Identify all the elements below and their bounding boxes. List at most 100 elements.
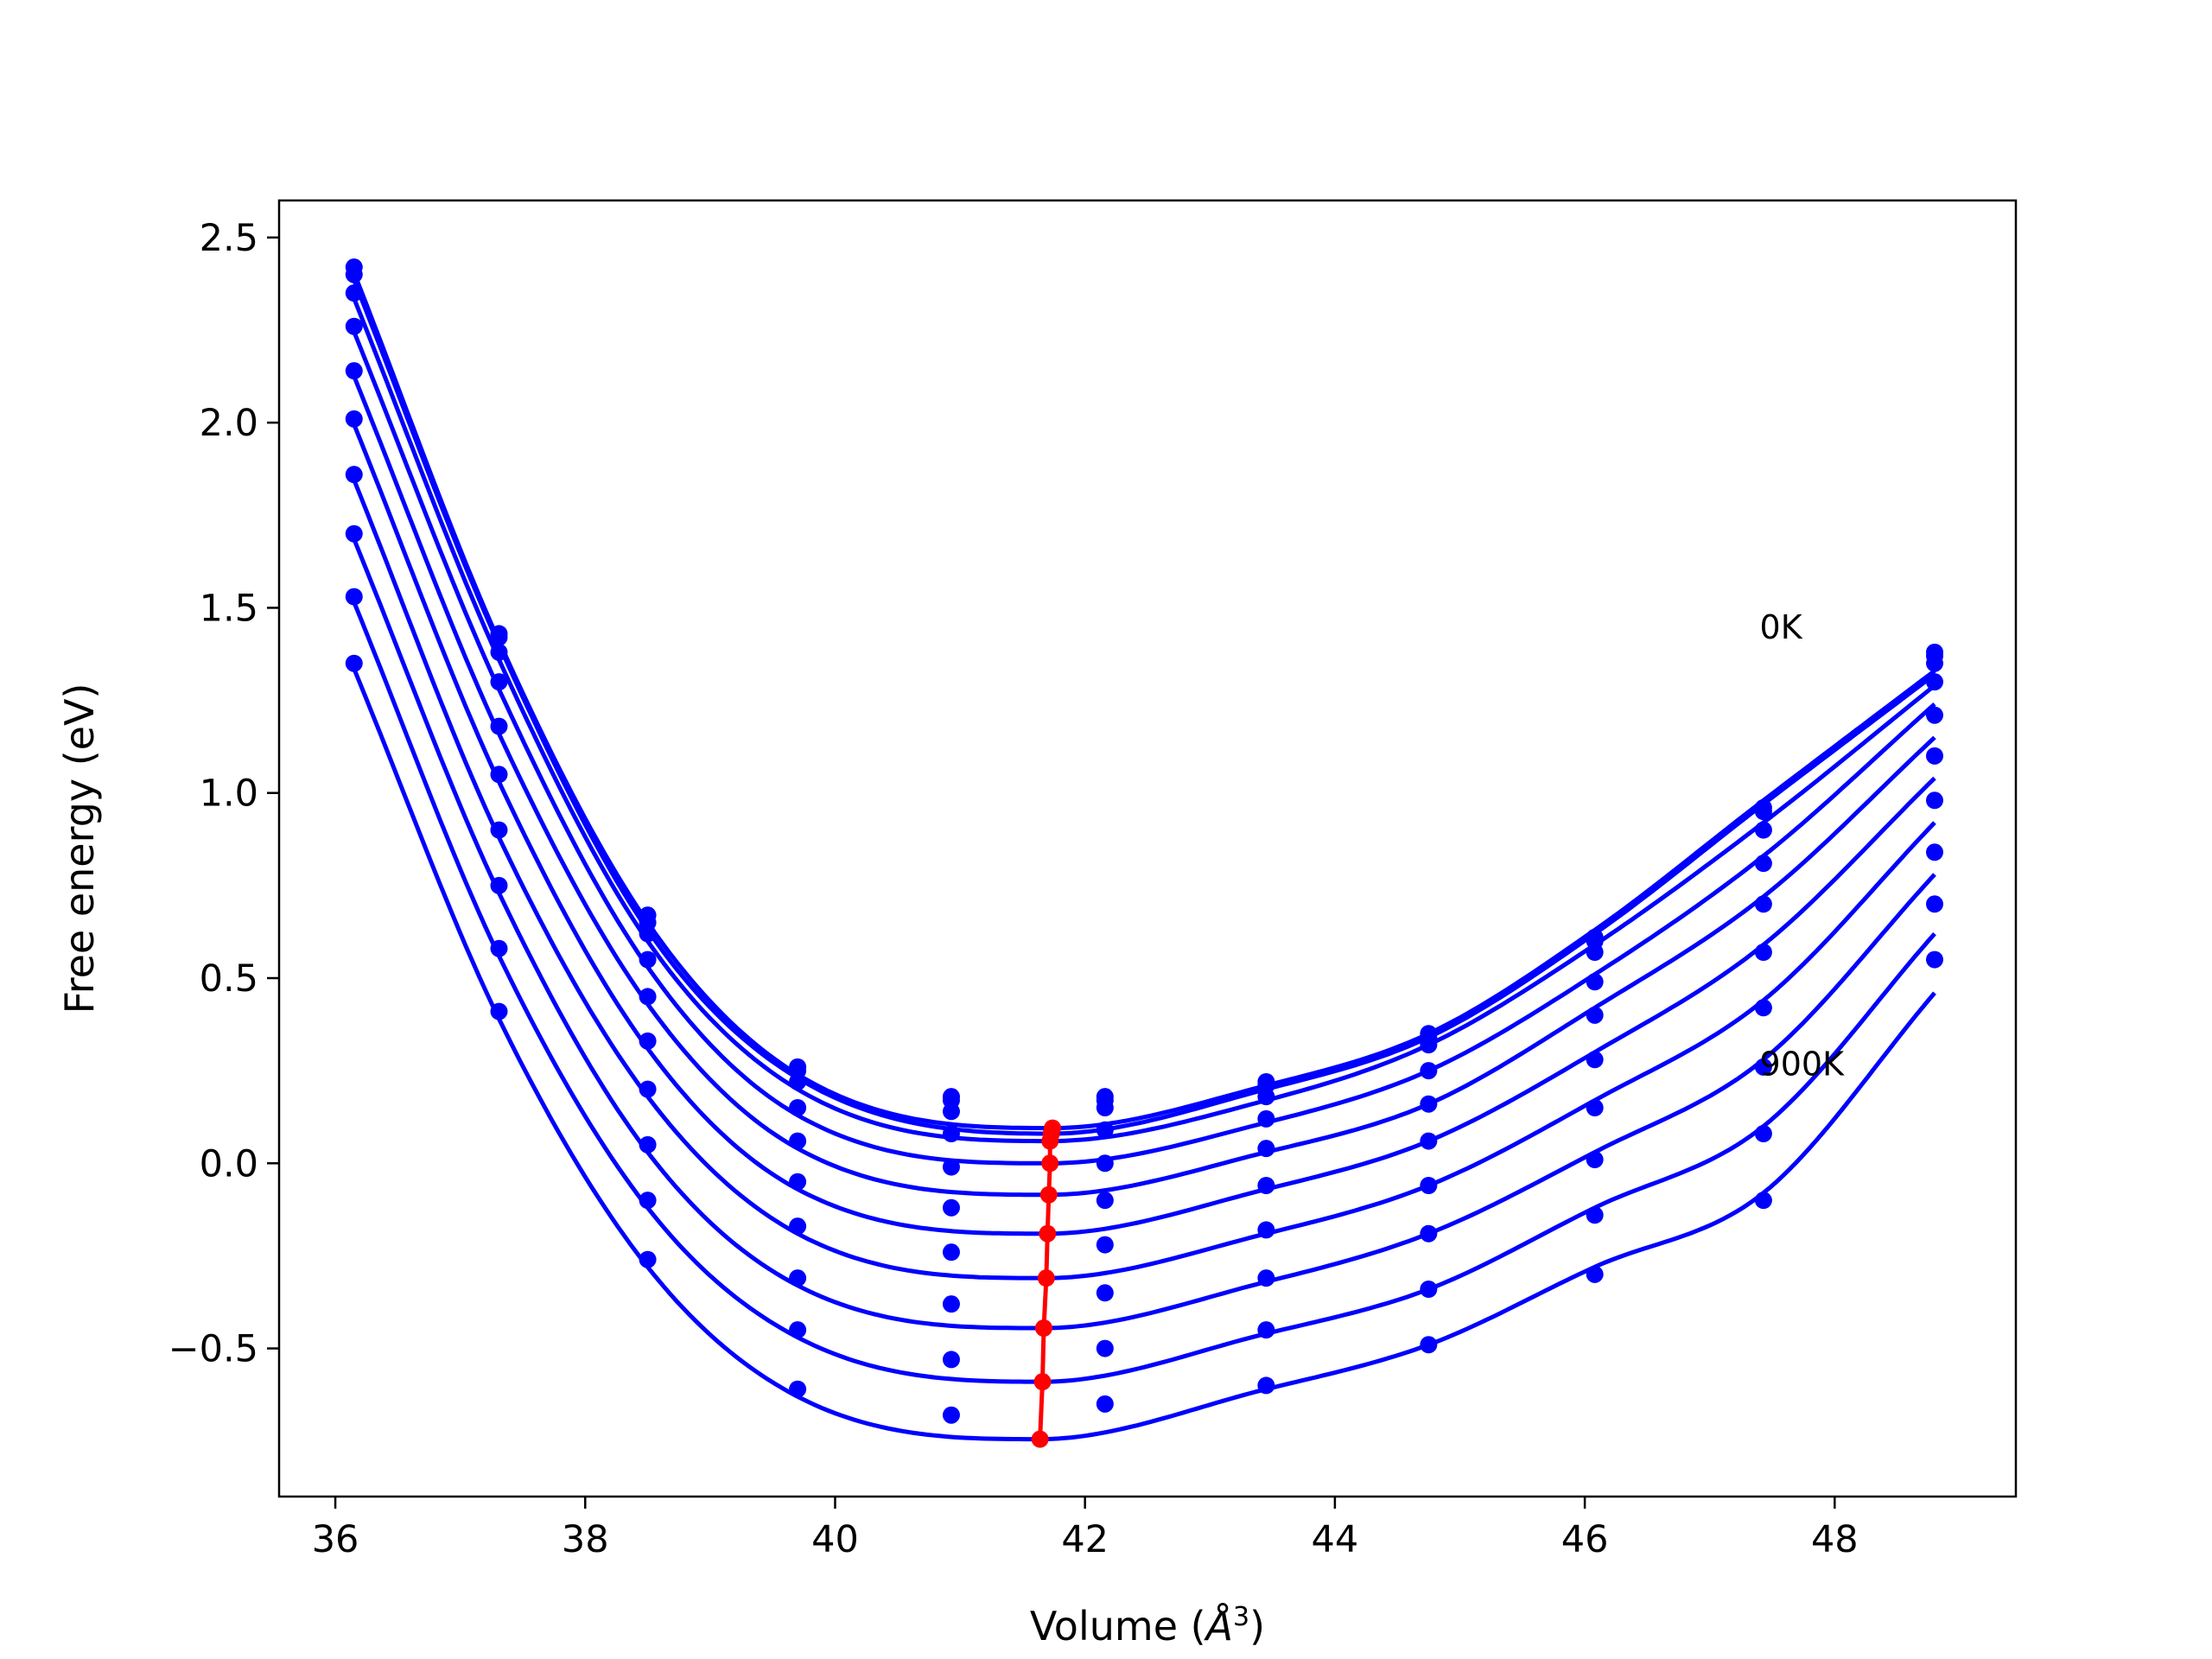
data-point — [1586, 1265, 1604, 1283]
data-point — [1420, 1224, 1438, 1243]
data-point — [1257, 1177, 1275, 1194]
data-point — [1096, 1099, 1114, 1116]
data-point — [1754, 1125, 1772, 1142]
data-point — [1257, 1321, 1275, 1339]
data-point — [1586, 944, 1604, 961]
y-tick-label: 0.5 — [200, 957, 258, 1001]
fit-curve — [352, 479, 1936, 1281]
data-point — [639, 988, 657, 1006]
data-point — [942, 1351, 960, 1369]
data-point — [1754, 1192, 1772, 1210]
data-point — [1586, 1206, 1604, 1224]
minimum-point — [1041, 1132, 1059, 1150]
data-point — [789, 1073, 807, 1090]
data-point — [1586, 1051, 1604, 1069]
fit-curve — [352, 601, 1936, 1384]
data-point — [1096, 1192, 1114, 1210]
data-point — [942, 1295, 960, 1313]
plot-frame — [277, 199, 2018, 1498]
data-point — [1096, 1395, 1114, 1413]
data-point — [1754, 821, 1772, 839]
data-points — [345, 258, 1944, 1424]
data-point — [1257, 1221, 1275, 1239]
data-point — [1926, 791, 1944, 810]
data-point — [345, 284, 363, 302]
data-point — [639, 1250, 657, 1268]
data-point — [490, 1002, 508, 1020]
data-point — [1096, 1284, 1114, 1302]
data-point — [1926, 706, 1944, 724]
data-point — [1257, 1088, 1275, 1106]
data-point — [490, 673, 508, 691]
minimum-point — [1039, 1224, 1057, 1243]
data-point — [1926, 895, 1944, 913]
data-point — [789, 1321, 807, 1339]
x-tick-label: 40 — [811, 1518, 859, 1561]
data-point — [1096, 1154, 1114, 1173]
fit-curve — [352, 423, 1936, 1236]
fit-curve — [352, 331, 1936, 1166]
minimum-point — [1037, 1269, 1055, 1287]
data-point — [345, 410, 363, 428]
data-point — [1754, 895, 1772, 913]
y-tick-label: 1.0 — [200, 772, 258, 816]
data-point — [1096, 1121, 1114, 1139]
data-point — [1926, 950, 1944, 969]
data-point — [1586, 1151, 1604, 1168]
fit-curve — [352, 538, 1936, 1331]
data-point — [1754, 803, 1772, 821]
data-point — [1586, 1099, 1604, 1116]
data-point — [1420, 1062, 1438, 1080]
y-tick-label: −0.5 — [168, 1328, 258, 1371]
data-point — [1754, 1058, 1772, 1076]
minimum-point — [1039, 1185, 1058, 1204]
data-point — [490, 821, 508, 839]
fit-curve — [352, 271, 1936, 1131]
data-point — [789, 1132, 807, 1150]
data-point — [639, 1080, 657, 1098]
data-point — [639, 1192, 657, 1210]
y-axis-ticks: −0.5 0.0 0.5 1.0 1.5 2.0 2.5 — [168, 217, 279, 1371]
data-point — [639, 950, 657, 969]
data-point — [942, 1243, 960, 1262]
data-point — [1420, 1095, 1438, 1113]
fit-curve — [352, 279, 1936, 1136]
data-point — [1257, 1269, 1275, 1287]
fit-curves — [352, 271, 1936, 1442]
y-tick-label: 1.5 — [200, 587, 258, 630]
data-point — [789, 1099, 807, 1116]
data-point — [1754, 855, 1772, 873]
minimum-point — [1041, 1154, 1059, 1173]
data-point — [1096, 1339, 1114, 1357]
data-point — [789, 1380, 807, 1398]
data-point — [1257, 1376, 1275, 1395]
data-point — [345, 654, 363, 672]
y-tick-label: 0.0 — [200, 1142, 258, 1185]
data-point — [1926, 747, 1944, 765]
data-point — [1257, 1140, 1275, 1158]
data-point — [1420, 1132, 1438, 1150]
x-tick-label: 42 — [1061, 1518, 1109, 1561]
data-point — [345, 265, 363, 283]
y-axis-label: Free energy (eV) — [56, 683, 103, 1014]
data-point — [345, 362, 363, 380]
data-point — [1754, 999, 1772, 1017]
data-point — [942, 1406, 960, 1424]
data-point — [1586, 973, 1604, 991]
y-tick-label: 2.5 — [200, 217, 258, 260]
data-point — [942, 1103, 960, 1121]
data-point — [1926, 654, 1944, 672]
fit-curve — [352, 297, 1936, 1144]
data-point — [639, 1032, 657, 1050]
minimum-point — [1033, 1373, 1052, 1391]
x-axis-ticks: 36 38 40 42 44 46 48 — [312, 1497, 1859, 1561]
minimum-point — [1034, 1319, 1052, 1337]
data-point — [490, 643, 508, 661]
annotation-900k: 900K — [1760, 1046, 1846, 1084]
x-axis-label: Volume (Å3) — [1030, 1602, 1265, 1650]
data-point — [639, 925, 657, 943]
data-point — [942, 1198, 960, 1217]
x-tick-label: 46 — [1561, 1518, 1609, 1561]
fit-curve — [352, 668, 1936, 1442]
